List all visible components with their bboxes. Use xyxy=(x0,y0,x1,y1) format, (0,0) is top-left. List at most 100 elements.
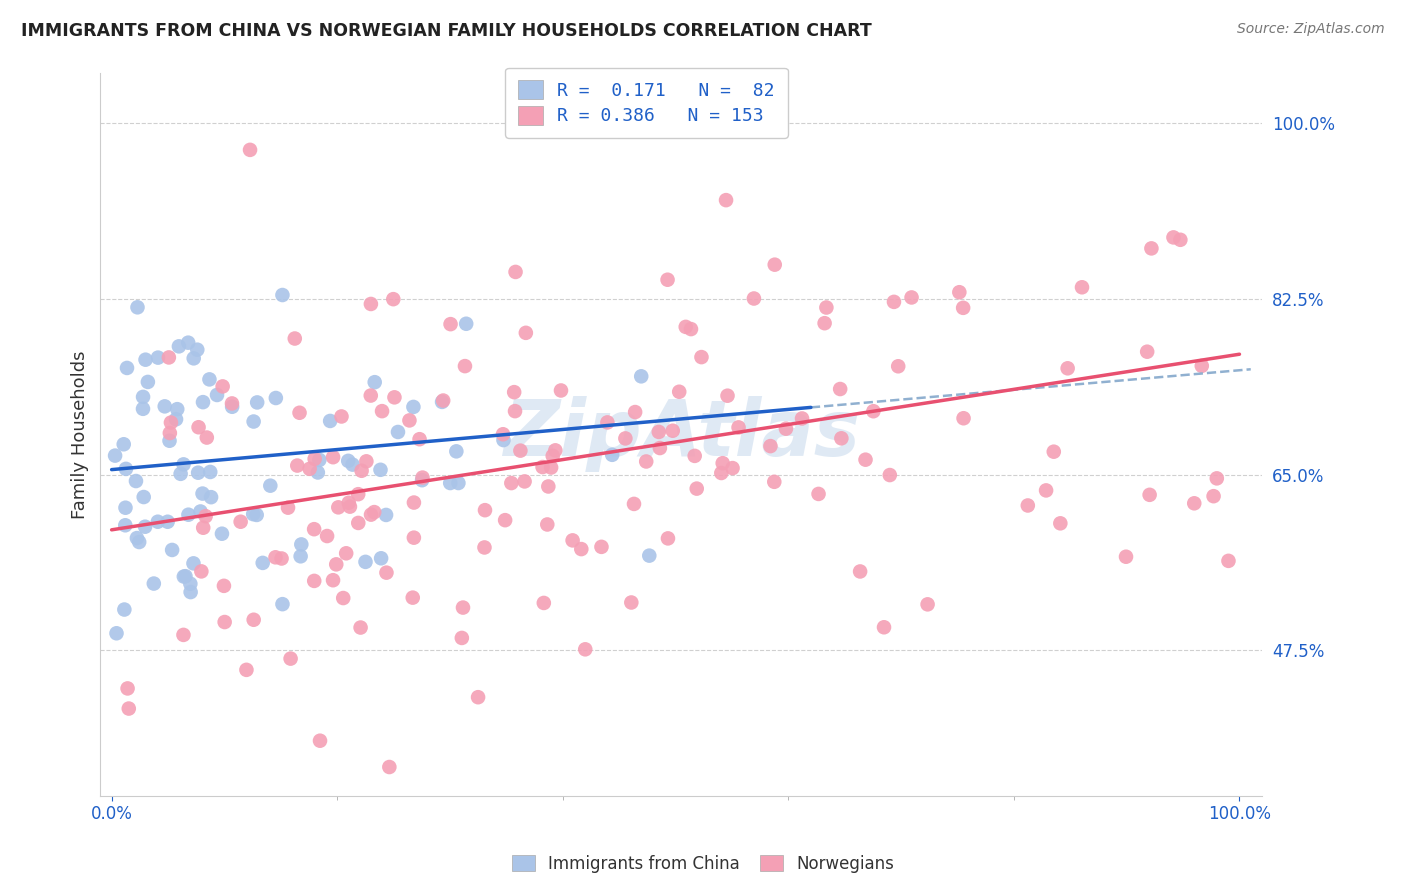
Point xyxy=(288,406,311,420)
Point xyxy=(657,532,679,546)
Point xyxy=(354,555,377,569)
Point xyxy=(370,551,392,566)
Point xyxy=(544,443,567,458)
Point xyxy=(159,425,181,440)
Point xyxy=(668,384,690,399)
Point xyxy=(221,396,243,410)
Point xyxy=(242,415,264,429)
Point xyxy=(337,454,360,468)
Point xyxy=(270,551,292,566)
Point xyxy=(1191,359,1213,373)
Point xyxy=(1205,471,1227,485)
Point xyxy=(917,598,939,612)
Point xyxy=(1042,444,1064,458)
Point xyxy=(350,464,373,478)
Point xyxy=(172,628,194,642)
Point xyxy=(371,404,394,418)
Point xyxy=(710,466,733,480)
Point xyxy=(408,432,430,446)
Point xyxy=(136,375,159,389)
Point xyxy=(492,427,515,442)
Point xyxy=(862,404,884,418)
Point xyxy=(855,452,877,467)
Point xyxy=(246,395,269,409)
Legend: R =  0.171   N =  82, R = 0.386   N = 153: R = 0.171 N = 82, R = 0.386 N = 153 xyxy=(505,68,787,138)
Point xyxy=(561,533,583,548)
Point xyxy=(127,301,149,315)
Point xyxy=(690,350,713,364)
Point xyxy=(325,558,347,572)
Point xyxy=(952,301,974,315)
Point xyxy=(173,458,195,472)
Point xyxy=(146,351,169,365)
Point xyxy=(456,317,478,331)
Point xyxy=(505,265,527,279)
Point xyxy=(193,521,215,535)
Point xyxy=(264,391,287,405)
Point xyxy=(337,496,360,510)
Point xyxy=(125,474,148,488)
Point xyxy=(447,475,470,490)
Point xyxy=(402,400,425,414)
Point xyxy=(574,642,596,657)
Point xyxy=(531,460,554,475)
Point xyxy=(309,733,332,747)
Point xyxy=(515,326,537,340)
Point xyxy=(211,526,233,541)
Point xyxy=(596,416,619,430)
Point xyxy=(159,434,181,448)
Point xyxy=(302,574,325,588)
Point xyxy=(402,531,425,545)
Point xyxy=(364,375,387,389)
Point xyxy=(775,422,797,436)
Point xyxy=(252,556,274,570)
Point xyxy=(686,482,709,496)
Point xyxy=(174,569,197,583)
Point xyxy=(636,454,658,468)
Point xyxy=(179,576,201,591)
Legend: Immigrants from China, Norwegians: Immigrants from China, Norwegians xyxy=(505,848,901,880)
Point xyxy=(1170,233,1192,247)
Point xyxy=(849,565,872,579)
Point xyxy=(285,458,308,473)
Point xyxy=(195,431,218,445)
Point xyxy=(1163,230,1185,244)
Point xyxy=(229,515,252,529)
Point xyxy=(370,463,392,477)
Point xyxy=(328,500,350,515)
Point xyxy=(439,476,461,491)
Point xyxy=(375,566,398,580)
Point xyxy=(160,543,183,558)
Point xyxy=(186,343,208,357)
Point xyxy=(721,461,744,475)
Point xyxy=(322,450,344,465)
Point xyxy=(648,425,671,439)
Point xyxy=(711,456,734,470)
Point xyxy=(540,460,562,475)
Point xyxy=(727,420,749,434)
Point xyxy=(614,431,637,445)
Point xyxy=(624,405,647,419)
Point xyxy=(661,424,683,438)
Text: Source: ZipAtlas.com: Source: ZipAtlas.com xyxy=(1237,22,1385,37)
Point xyxy=(439,317,461,331)
Point xyxy=(830,431,852,445)
Point xyxy=(398,413,420,427)
Point xyxy=(1017,499,1039,513)
Point xyxy=(382,292,405,306)
Point xyxy=(114,518,136,533)
Point xyxy=(169,467,191,481)
Point xyxy=(375,508,398,522)
Point xyxy=(198,372,221,386)
Point xyxy=(360,388,382,402)
Text: ZipAtlas: ZipAtlas xyxy=(503,396,859,473)
Point xyxy=(177,335,200,350)
Point xyxy=(1218,554,1240,568)
Point xyxy=(378,760,401,774)
Point xyxy=(1056,361,1078,376)
Point xyxy=(509,443,531,458)
Point xyxy=(494,513,516,527)
Point xyxy=(191,486,214,500)
Point xyxy=(1035,483,1057,498)
Point xyxy=(807,487,830,501)
